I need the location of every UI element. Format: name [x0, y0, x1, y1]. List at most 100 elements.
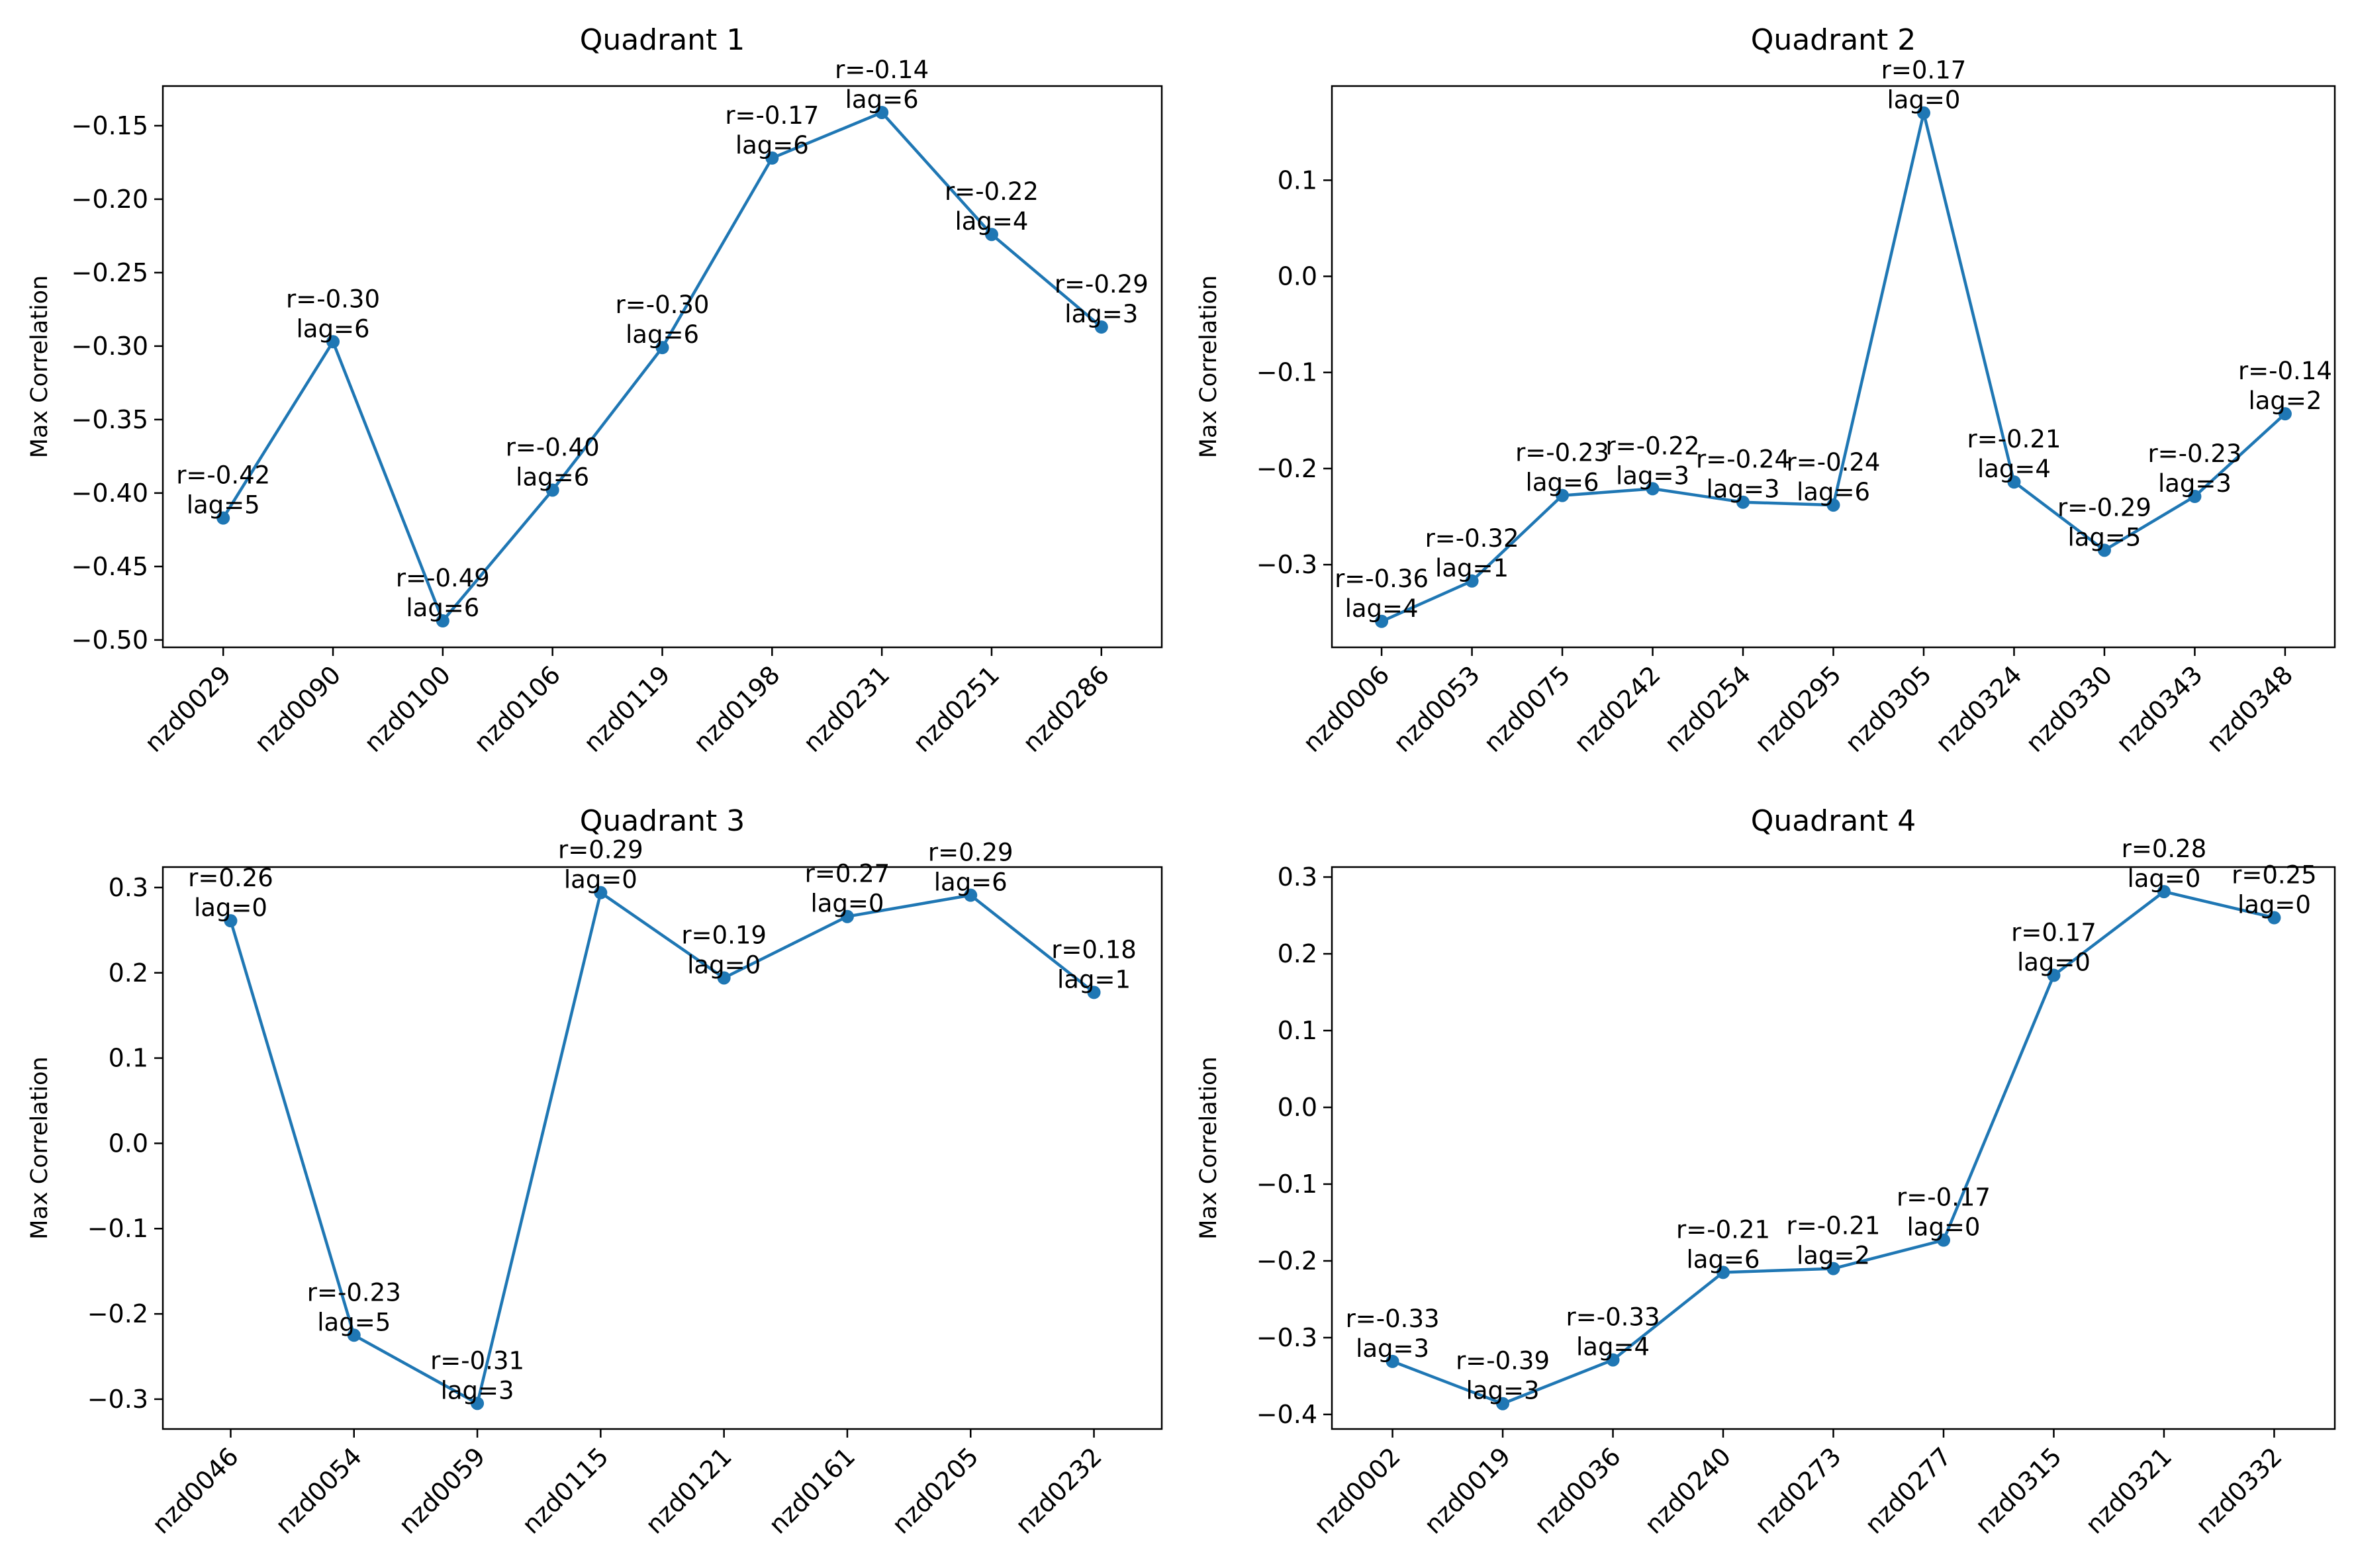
- data-label: r=-0.23 lag=5: [307, 1278, 401, 1336]
- data-label: r=-0.32 lag=1: [1425, 524, 1519, 582]
- data-label-r: r=-0.29: [2057, 493, 2151, 522]
- data-label-lag: lag=0: [2237, 891, 2311, 919]
- data-label-lag: lag=6: [1687, 1245, 1760, 1273]
- data-label-lag: lag=5: [2067, 523, 2141, 551]
- data-label: r=-0.31 lag=3: [430, 1346, 524, 1405]
- data-label-r: r=0.28: [2122, 835, 2207, 863]
- data-point: [2278, 407, 2292, 421]
- data-label-lag: lag=5: [187, 491, 260, 520]
- data-label: r=-0.21 lag=2: [1787, 1212, 1881, 1270]
- y-axis-label: Max Correlation: [26, 1056, 53, 1239]
- y-tick-label: −0.35: [71, 405, 148, 434]
- axes-frame: [1331, 85, 2336, 649]
- data-label-lag: lag=0: [1887, 86, 1960, 115]
- y-tick-label: 0.0: [1278, 262, 1317, 291]
- data-point: [765, 151, 779, 165]
- data-point: [655, 341, 669, 355]
- y-tick-label: −0.25: [71, 258, 148, 287]
- data-label: r=0.18 lag=1: [1051, 935, 1137, 993]
- data-label-r: r=0.19: [681, 921, 767, 949]
- data-label-r: r=-0.24: [1696, 445, 1790, 474]
- data-label: r=-0.17 lag=0: [1897, 1183, 1991, 1242]
- data-label-r: r=-0.17: [725, 101, 819, 130]
- data-label-r: r=-0.33: [1566, 1303, 1660, 1332]
- y-tick-label: −0.2: [87, 1299, 148, 1328]
- data-label-lag: lag=6: [1797, 478, 1870, 506]
- data-point: [717, 971, 731, 985]
- data-label-lag: lag=4: [1345, 594, 1419, 623]
- y-tick-label: 0.0: [1278, 1093, 1317, 1122]
- data-point: [1736, 495, 1750, 509]
- data-label: r=0.19 lag=0: [681, 921, 767, 979]
- data-label-lag: lag=2: [1797, 1242, 1870, 1270]
- y-tick-label: −0.3: [87, 1385, 148, 1414]
- data-point: [224, 914, 238, 928]
- data-point: [347, 1328, 361, 1342]
- data-label: r=-0.22 lag=4: [945, 177, 1039, 236]
- data-point: [216, 511, 230, 525]
- data-point: [2007, 475, 2021, 489]
- data-label-lag: lag=5: [317, 1308, 391, 1336]
- data-label-r: r=0.26: [188, 864, 273, 892]
- data-label: r=-0.23 lag=6: [1515, 439, 1609, 497]
- data-label-r: r=-0.36: [1335, 565, 1429, 593]
- data-point: [326, 335, 340, 349]
- data-point: [1936, 1233, 1950, 1247]
- data-label: r=-0.36 lag=4: [1335, 565, 1429, 623]
- data-label: r=0.29 lag=0: [558, 836, 643, 894]
- data-label-lag: lag=0: [194, 894, 267, 922]
- y-axis-label: Max Correlation: [1196, 1056, 1222, 1239]
- data-point: [984, 228, 998, 242]
- data-label-r: r=-0.31: [430, 1346, 524, 1375]
- data-label: r=-0.17 lag=6: [725, 101, 819, 160]
- y-tick-label: 0.1: [109, 1044, 148, 1073]
- data-label-r: r=0.27: [805, 860, 890, 888]
- data-label-r: r=-0.33: [1346, 1305, 1440, 1333]
- data-point: [471, 1397, 485, 1410]
- data-label: r=0.29 lag=6: [928, 839, 1013, 897]
- data-label-r: r=-0.49: [396, 564, 490, 592]
- data-label-r: r=-0.42: [176, 461, 270, 490]
- data-label-lag: lag=4: [1576, 1333, 1650, 1361]
- data-point: [2157, 885, 2171, 899]
- y-tick-label: −0.15: [71, 111, 148, 140]
- data-point: [1386, 1354, 1399, 1368]
- data-label-r: r=-0.22: [945, 177, 1039, 206]
- y-tick-label: 0.1: [1278, 1016, 1317, 1045]
- data-label-r: r=-0.24: [1787, 448, 1881, 477]
- data-point: [964, 888, 978, 902]
- data-label: r=0.27 lag=0: [805, 860, 890, 918]
- data-label-lag: lag=3: [1064, 300, 1138, 328]
- data-point: [875, 105, 889, 119]
- data-label-r: r=-0.40: [506, 433, 600, 461]
- data-label-lag: lag=6: [1526, 469, 1599, 497]
- data-label: r=0.17 lag=0: [1881, 56, 1967, 115]
- y-tick-label: 0.1: [1278, 165, 1317, 195]
- data-label: r=0.28 lag=0: [2122, 835, 2207, 893]
- data-point: [2097, 543, 2111, 557]
- data-point: [1717, 1266, 1730, 1279]
- data-label-lag: lag=3: [2158, 469, 2232, 498]
- chart-title: Quadrant 4: [1751, 804, 1916, 838]
- data-label-r: r=-0.32: [1425, 524, 1519, 553]
- data-label-lag: lag=6: [735, 131, 809, 160]
- data-label-lag: lag=3: [1707, 475, 1780, 504]
- data-label-lag: lag=6: [406, 594, 479, 622]
- data-label: r=-0.22 lag=3: [1606, 432, 1700, 490]
- data-label-lag: lag=1: [1435, 554, 1509, 582]
- series-line: [229, 891, 1095, 1405]
- data-label-r: r=-0.14: [2238, 357, 2332, 385]
- data-label: r=-0.39 lag=3: [1456, 1347, 1550, 1405]
- data-label: r=-0.14 lag=6: [835, 56, 929, 114]
- data-label-lag: lag=3: [1466, 1377, 1540, 1405]
- axes-frame: [162, 85, 1163, 649]
- data-point: [1496, 1397, 1510, 1410]
- data-label-lag: lag=6: [297, 314, 370, 343]
- data-label-r: r=-0.23: [2147, 439, 2241, 468]
- data-point: [1826, 1262, 1840, 1275]
- chart-title: Quadrant 1: [580, 23, 745, 57]
- data-label-lag: lag=3: [1616, 461, 1689, 490]
- data-label-r: r=-0.23: [1515, 439, 1609, 467]
